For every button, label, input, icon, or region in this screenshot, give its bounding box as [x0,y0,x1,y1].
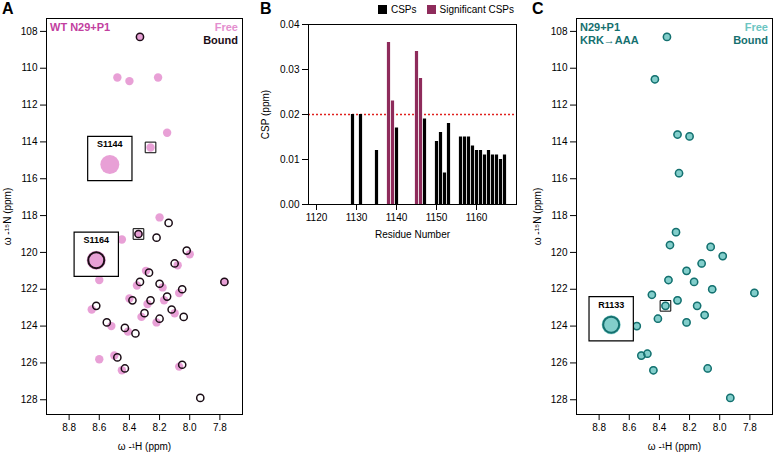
svg-text:0.00: 0.00 [280,199,300,210]
html-text:B: B [260,0,272,17]
svg-text:108: 108 [21,26,38,37]
svg-text:128: 128 [551,394,568,405]
svg-text:S1164: S1164 [83,235,109,245]
svg-text:116: 116 [22,173,38,184]
html-text:WT N29+P1: WT N29+P1 [50,21,111,33]
html-text:Bound: Bound [203,34,238,46]
svg-text:ω -¹H (ppm): ω -¹H (ppm) [648,441,701,452]
svg-text:S1144: S1144 [97,139,123,149]
svg-text:128: 128 [21,394,38,405]
svg-text:1140: 1140 [386,212,408,223]
svg-text:118: 118 [22,210,38,221]
svg-text:7.8: 7.8 [213,422,227,433]
svg-text:0.03: 0.03 [280,64,300,75]
svg-text:CSP (ppm): CSP (ppm) [260,90,271,139]
svg-text:118: 118 [552,210,568,221]
html-text:CSPs: CSPs [391,4,417,15]
html-text:A: A [2,0,14,17]
svg-text:122: 122 [21,283,38,294]
svg-text:8.8: 8.8 [62,422,76,433]
svg-text:8.6: 8.6 [622,422,636,433]
svg-text:126: 126 [21,357,38,368]
html-text:Significant CSPs: Significant CSPs [439,4,514,15]
svg-text:1150: 1150 [426,212,448,223]
svg-text:0.04: 0.04 [280,19,300,30]
svg-text:0.02: 0.02 [280,109,300,120]
svg-text:116: 116 [552,173,568,184]
svg-text:126: 126 [551,357,568,368]
svg-text:8.4: 8.4 [122,422,136,433]
svg-text:120: 120 [21,247,38,258]
svg-text:ω -¹⁵N (ppm): ω -¹⁵N (ppm) [2,188,13,246]
svg-text:110: 110 [22,62,38,73]
svg-text:Residue Number: Residue Number [375,229,451,240]
html-text:Free: Free [744,21,768,33]
svg-text:122: 122 [551,283,568,294]
svg-text:124: 124 [551,320,568,331]
svg-text:8.2: 8.2 [153,422,167,433]
svg-text:110: 110 [552,62,568,73]
svg-text:8.4: 8.4 [652,422,666,433]
svg-text:1130: 1130 [346,212,368,223]
svg-text:0.01: 0.01 [280,154,300,165]
svg-text:8.2: 8.2 [683,422,697,433]
svg-text:8.0: 8.0 [713,422,727,433]
svg-text:114: 114 [22,136,38,147]
svg-text:ω -¹H (ppm): ω -¹H (ppm) [118,441,171,452]
svg-text:114: 114 [552,136,568,147]
html-text:N29+P1 KRK→AAA: N29+P1 KRK→AAA [580,21,639,46]
svg-text:112: 112 [552,99,568,110]
svg-text:124: 124 [21,320,38,331]
svg-text:108: 108 [551,26,568,37]
svg-text:112: 112 [22,99,38,110]
html-text:C: C [532,0,544,17]
svg-text:120: 120 [551,247,568,258]
html-text:Bound: Bound [733,34,768,46]
svg-text:7.8: 7.8 [743,422,757,433]
svg-text:1120: 1120 [306,212,328,223]
svg-text:8.6: 8.6 [92,422,106,433]
svg-text:ω -¹⁵N (ppm): ω -¹⁵N (ppm) [532,188,543,246]
svg-text:1160: 1160 [466,212,488,223]
svg-text:8.0: 8.0 [183,422,197,433]
svg-text:8.8: 8.8 [592,422,606,433]
html-text:Free: Free [214,21,238,33]
svg-text:R1133: R1133 [598,300,624,310]
